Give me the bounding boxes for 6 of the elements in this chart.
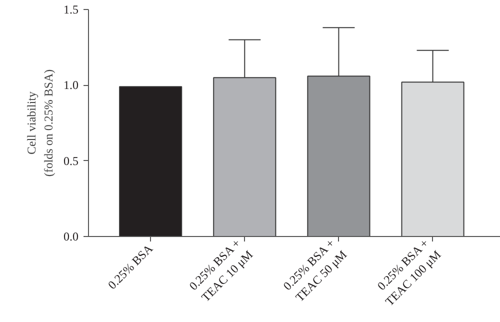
bar	[119, 86, 182, 236]
y-axis-title: Cell viability (folds on 0.25% BSA)	[24, 69, 56, 177]
y-tick-label: 1.0	[64, 78, 78, 92]
y-tick-label: 0.5	[64, 154, 78, 168]
y-tick-label: 1.5	[64, 2, 78, 16]
y-tick-label: 0.0	[64, 230, 78, 244]
